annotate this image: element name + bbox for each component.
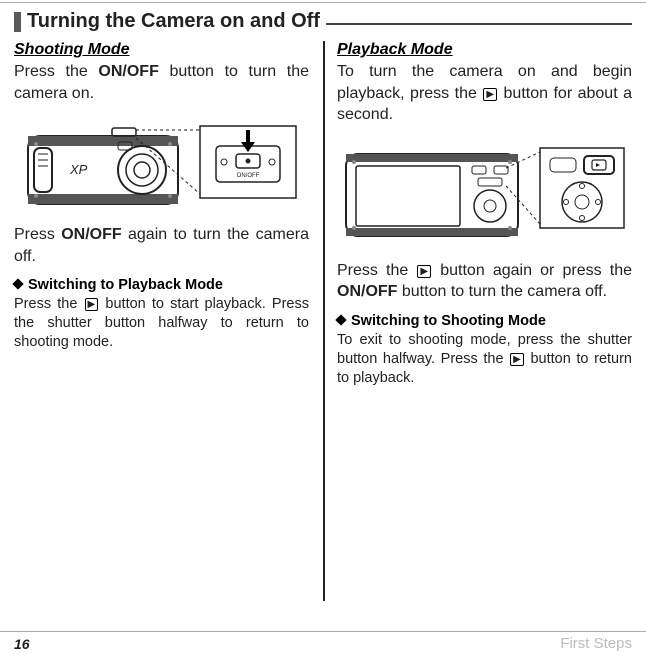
playback-p1: To turn the camera on and begin playback… — [337, 61, 632, 126]
playback-illustration — [337, 136, 632, 246]
shooting-p2: Press ON/OFF again to turn the camera of… — [14, 224, 309, 267]
svg-text:ON/OFF: ON/OFF — [236, 173, 259, 179]
page-title: Turning the Camera on and Off — [27, 10, 320, 33]
play-icon: ▶ — [85, 298, 99, 311]
page-number: 16 — [14, 636, 30, 652]
text: button again or press the — [432, 262, 632, 279]
shooting-illustration: XP — [14, 114, 309, 210]
column-divider — [323, 41, 325, 601]
footer-label: First Steps — [560, 635, 632, 652]
onoff-label: ON/OFF — [337, 283, 397, 300]
diamond-icon — [335, 314, 346, 325]
switch-playback-text: Press the ▶ button to start playback. Pr… — [14, 295, 309, 352]
onoff-label: ON/OFF — [61, 226, 121, 243]
right-column: Playback Mode To turn the camera on and … — [323, 41, 632, 388]
text: Switching to Playback Mode — [28, 277, 223, 293]
shooting-p1: Press the ON/OFF button to turn the came… — [14, 61, 309, 104]
playback-mode-heading: Playback Mode — [337, 41, 632, 59]
text: Press — [14, 226, 61, 243]
text: Switching to Shooting Mode — [351, 313, 546, 329]
left-column: Shooting Mode Press the ON/OFF button to… — [14, 41, 323, 388]
play-icon: ▶ — [510, 353, 524, 366]
playback-p2: Press the ▶ button again or press the ON… — [337, 260, 632, 303]
diamond-icon — [12, 279, 23, 290]
shooting-mode-heading: Shooting Mode — [14, 41, 309, 59]
switch-shooting-heading: Switching to Shooting Mode — [337, 313, 632, 329]
title-rule — [326, 23, 632, 25]
text: Press the — [14, 63, 98, 80]
camera-onoff-diagram: XP — [22, 114, 302, 210]
onoff-label: ON/OFF — [98, 63, 158, 80]
text: Press the — [14, 296, 84, 312]
text: Press the — [337, 262, 416, 279]
title-bar: Turning the Camera on and Off — [14, 10, 632, 33]
footer: 16 First Steps — [14, 635, 632, 652]
title-mark — [14, 12, 21, 32]
play-icon: ▶ — [417, 265, 431, 278]
text: button to turn the camera off. — [397, 283, 607, 300]
svg-text:XP: XP — [69, 162, 88, 177]
switch-playback-heading: Switching to Playback Mode — [14, 277, 309, 293]
play-icon: ▶ — [483, 88, 497, 101]
camera-play-diagram — [340, 136, 630, 246]
switch-shooting-text: To exit to shooting mode, press the shut… — [337, 331, 632, 388]
